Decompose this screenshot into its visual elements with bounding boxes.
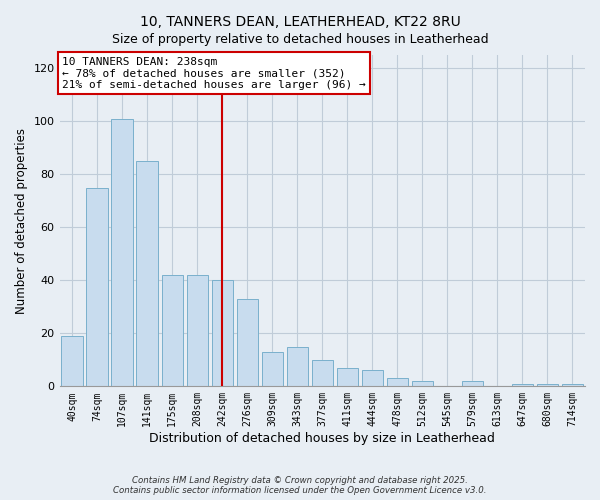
Bar — [86, 188, 108, 386]
Bar — [562, 384, 583, 386]
Text: 10 TANNERS DEAN: 238sqm
← 78% of detached houses are smaller (352)
21% of semi-d: 10 TANNERS DEAN: 238sqm ← 78% of detache… — [62, 56, 366, 90]
Bar — [462, 381, 483, 386]
Bar — [412, 381, 433, 386]
Bar — [112, 118, 133, 386]
Text: Contains HM Land Registry data © Crown copyright and database right 2025.
Contai: Contains HM Land Registry data © Crown c… — [113, 476, 487, 495]
Bar — [287, 346, 308, 387]
Bar — [161, 275, 183, 386]
Bar — [387, 378, 408, 386]
Bar — [236, 299, 258, 386]
Y-axis label: Number of detached properties: Number of detached properties — [15, 128, 28, 314]
Bar — [337, 368, 358, 386]
Bar — [262, 352, 283, 386]
Bar — [362, 370, 383, 386]
Bar — [187, 275, 208, 386]
Bar — [311, 360, 333, 386]
Text: 10, TANNERS DEAN, LEATHERHEAD, KT22 8RU: 10, TANNERS DEAN, LEATHERHEAD, KT22 8RU — [140, 15, 460, 29]
Bar — [61, 336, 83, 386]
Bar — [212, 280, 233, 386]
Bar — [537, 384, 558, 386]
X-axis label: Distribution of detached houses by size in Leatherhead: Distribution of detached houses by size … — [149, 432, 495, 445]
Bar — [136, 161, 158, 386]
Bar — [512, 384, 533, 386]
Text: Size of property relative to detached houses in Leatherhead: Size of property relative to detached ho… — [112, 32, 488, 46]
